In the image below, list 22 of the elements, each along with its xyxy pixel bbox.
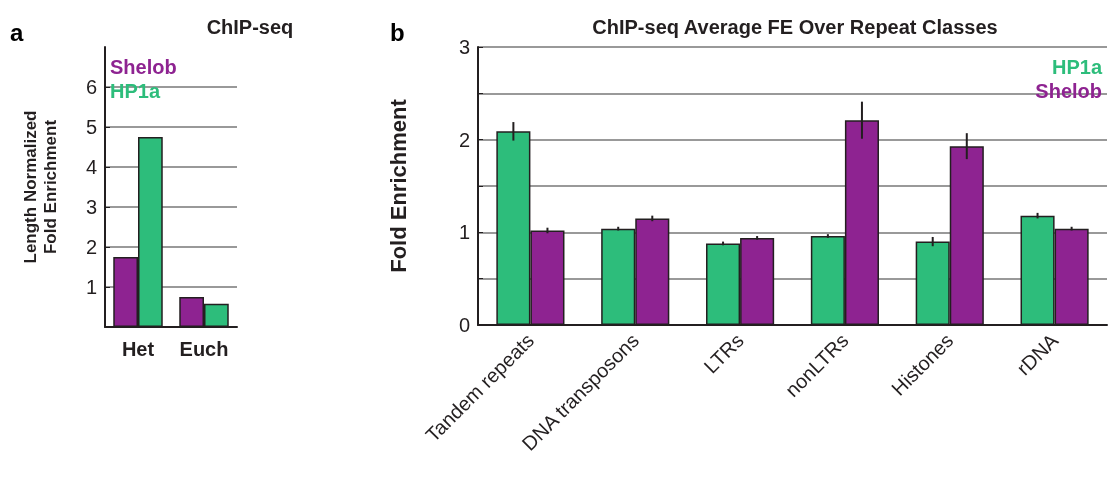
- y-tick-label: 5: [85, 116, 97, 138]
- chart-title: ChIP-seq Average FE Over Repeat Classes: [592, 16, 998, 38]
- text: Shelob: [1035, 80, 1102, 102]
- y-tick-label: 2: [458, 128, 470, 151]
- y-tick-label: 3: [458, 36, 470, 58]
- y-tick-label: 0: [458, 314, 470, 336]
- y-tick-label: 1: [458, 221, 470, 244]
- y-tick-label: 4: [85, 156, 97, 178]
- chart-title: ChIP-seq: [206, 16, 294, 38]
- y-tick-label: 2: [85, 236, 97, 258]
- text: a: [10, 18, 24, 46]
- text: b: [390, 18, 405, 46]
- y-tick-label: 6: [85, 76, 97, 98]
- y-axis-title: Fold Enrichment: [385, 98, 411, 273]
- series-label: HP1a: [110, 80, 161, 102]
- text: HP1a: [1051, 56, 1103, 78]
- y-tick-label: 3: [85, 196, 97, 218]
- text: Shelob: [110, 56, 177, 78]
- x-tick-label: Euch: [179, 338, 229, 360]
- y-tick-label: 1: [85, 276, 97, 298]
- x-tick-label: Het: [121, 338, 155, 360]
- y-axis-title: Length Normalized Fold Enrichment: [20, 110, 60, 264]
